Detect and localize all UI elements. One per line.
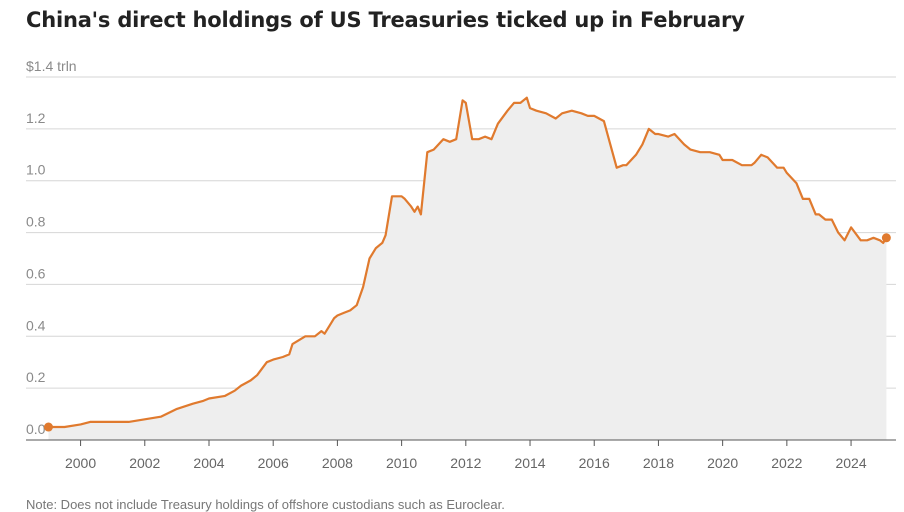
y-axis-ticks: 0.0 0.2 0.4 0.6 0.8 1.0 1.2 $1.4 trln xyxy=(26,58,77,437)
x-tick-label: 2018 xyxy=(643,455,674,471)
y-tick-label: 0.4 xyxy=(26,317,46,333)
y-tick-label: $1.4 trln xyxy=(26,58,77,74)
y-tick-label: 0.6 xyxy=(26,265,46,281)
series-line xyxy=(48,96,888,429)
area-fill xyxy=(48,97,887,440)
y-tick-label: 0.8 xyxy=(26,214,46,230)
x-tick-label: 2008 xyxy=(322,455,353,471)
x-tick-label: 2016 xyxy=(579,455,610,471)
x-tick-label: 2020 xyxy=(707,455,738,471)
x-tick-label: 2002 xyxy=(129,455,160,471)
footnote: Note: Does not include Treasury holdings… xyxy=(26,497,505,512)
x-tick-label: 2022 xyxy=(771,455,802,471)
x-tick-label: 2006 xyxy=(258,455,289,471)
x-tick-label: 2012 xyxy=(450,455,481,471)
x-tick-label: 2004 xyxy=(193,455,224,471)
y-tick-label: 0.0 xyxy=(26,421,46,437)
x-axis-ticks: 2000 2002 2004 2006 2008 2010 2012 2014 2016 2018… xyxy=(65,440,867,471)
chart-title: China's direct holdings of US Treasuries… xyxy=(26,8,745,32)
x-tick-label: 2000 xyxy=(65,455,96,471)
y-tick-label: 1.0 xyxy=(26,162,46,178)
y-tick-label: 1.2 xyxy=(26,110,46,126)
x-tick-label: 2024 xyxy=(835,455,866,471)
y-tick-label: 0.2 xyxy=(26,369,46,385)
series-start-point xyxy=(43,422,53,432)
x-tick-label: 2014 xyxy=(514,455,545,471)
series-end-point xyxy=(881,233,891,243)
x-tick-label: 2010 xyxy=(386,455,417,471)
